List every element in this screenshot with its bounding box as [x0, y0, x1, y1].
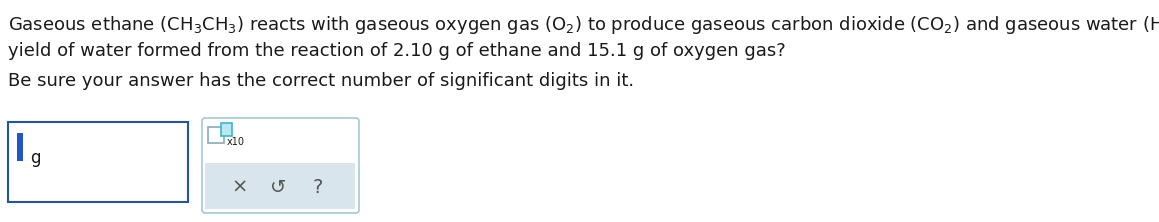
Text: yield of water formed from the reaction of 2.10 g of ethane and 15.1 g of oxygen: yield of water formed from the reaction …: [8, 42, 786, 60]
Bar: [221, 123, 232, 136]
Bar: [207, 127, 224, 143]
Text: ?: ?: [313, 178, 323, 196]
Text: ↺: ↺: [270, 178, 286, 196]
Bar: [8, 122, 188, 202]
Text: Be sure your answer has the correct number of significant digits in it.: Be sure your answer has the correct numb…: [8, 72, 634, 90]
Text: ×: ×: [232, 178, 248, 196]
Text: x10: x10: [227, 137, 245, 147]
Bar: [17, 133, 23, 161]
FancyBboxPatch shape: [202, 118, 359, 213]
Text: Gaseous ethane $\left(\mathregular{CH_3CH_3}\right)$ reacts with gaseous oxygen : Gaseous ethane $\left(\mathregular{CH_3C…: [8, 14, 1159, 36]
Text: g: g: [30, 149, 41, 167]
Bar: [205, 163, 355, 209]
